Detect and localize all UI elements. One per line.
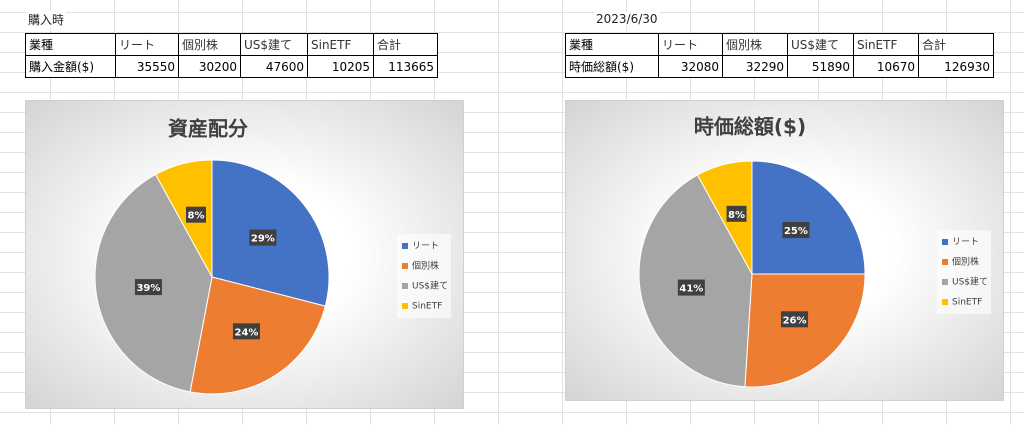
legend-label: SinETF — [952, 298, 982, 308]
data-label-box — [781, 311, 809, 328]
pie-slice — [751, 160, 866, 275]
legend-label: リート — [412, 242, 439, 252]
data-label: 41% — [679, 284, 703, 295]
legend-swatch — [402, 243, 408, 249]
cell: 購入金額($) — [25, 55, 116, 78]
data-label: 29% — [251, 234, 275, 245]
cell: 35550 — [115, 55, 179, 78]
data-label: 8% — [728, 210, 745, 221]
cell: 32290 — [722, 55, 788, 78]
pie-slice — [744, 273, 866, 388]
cell: 30200 — [178, 55, 241, 78]
legend-swatch — [402, 303, 408, 309]
header-cell: SinETF — [307, 33, 374, 56]
data-label-box — [782, 222, 810, 239]
legend-label: 個別株 — [952, 256, 979, 268]
data-label: 39% — [136, 283, 160, 294]
legend-label: US$建て — [952, 276, 988, 288]
data-label-box — [726, 205, 747, 222]
legend-swatch — [942, 239, 948, 245]
cell: 時価総額($) — [565, 55, 659, 78]
header-cell: 個別株 — [722, 33, 788, 56]
legend-swatch — [942, 259, 948, 265]
legend-label: SinETF — [412, 302, 442, 312]
data-label-box — [134, 279, 162, 296]
cell: 10670 — [853, 55, 919, 78]
data-label-box — [232, 323, 260, 340]
data-label: 24% — [235, 327, 259, 338]
cell: 113665 — [373, 55, 438, 78]
pie-slice — [154, 159, 213, 278]
data-label: 8% — [188, 211, 205, 222]
cell: 51890 — [787, 55, 854, 78]
legend-label: US$建て — [412, 280, 448, 292]
chart-title: 資産配分 — [168, 117, 248, 141]
data-label-box — [677, 279, 705, 296]
header-cell: 業種 — [25, 33, 116, 56]
data-label: 25% — [784, 226, 808, 237]
caption: 2023/6/30 — [594, 12, 660, 26]
cell: 126930 — [918, 55, 994, 78]
pie-slice — [696, 160, 753, 275]
legend-label: 個別株 — [412, 260, 439, 272]
legend-swatch — [402, 283, 408, 289]
header-cell: 業種 — [565, 33, 659, 56]
chart-title: 時価総額($) — [694, 115, 806, 139]
cell: 32080 — [658, 55, 723, 78]
data-label-box — [185, 206, 206, 223]
table: 業種 リート 個別株 US$建て SinETF 合計 購入金額($) 35550 30200 47… — [25, 33, 438, 78]
header-cell: リート — [658, 33, 723, 56]
data-label-box — [249, 229, 277, 246]
cell: 10205 — [307, 55, 374, 78]
legend-swatch — [942, 279, 948, 285]
table: 業種 リート 個別株 US$建て SinETF 合計 時価総額($) 32080 32290 51… — [565, 33, 994, 78]
legend-label: リート — [952, 238, 979, 248]
caption: 購入時 — [26, 11, 67, 28]
data-label: 26% — [783, 315, 807, 326]
legend-swatch — [942, 299, 948, 305]
legend-swatch — [402, 263, 408, 269]
cell: 47600 — [240, 55, 308, 78]
